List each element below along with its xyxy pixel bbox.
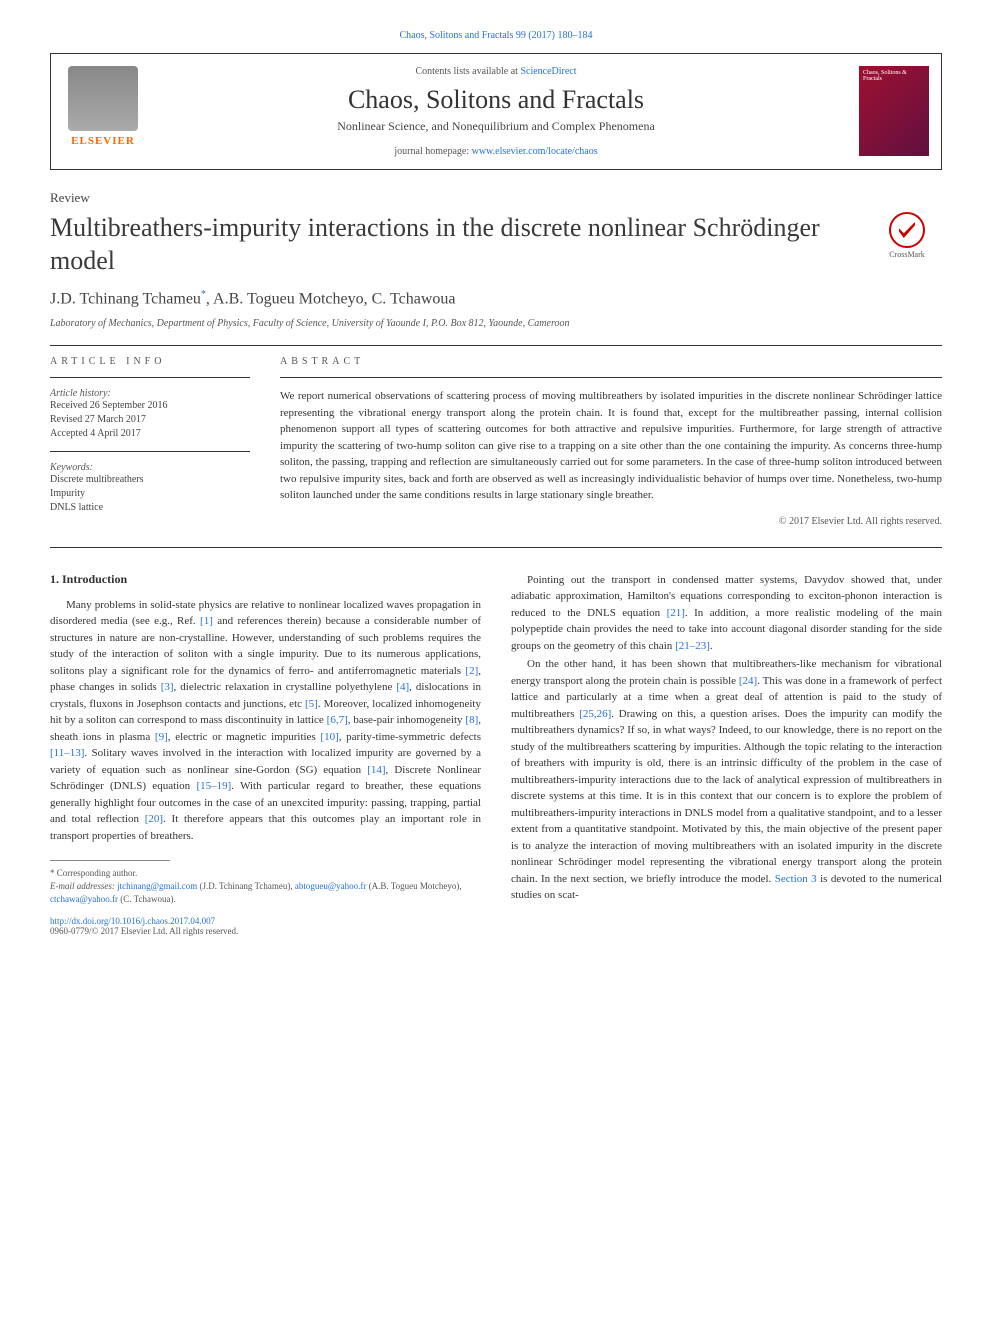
publisher-name: ELSEVIER <box>63 135 143 147</box>
intro-paragraph-3: On the other hand, it has been shown tha… <box>511 656 942 904</box>
intro-paragraph-2: Pointing out the transport in condensed … <box>511 572 942 655</box>
ref-link-21-23[interactable]: [21–23] <box>675 640 710 652</box>
ref-link-9[interactable]: [9] <box>155 731 168 743</box>
contents-prefix: Contents lists available at <box>415 66 520 77</box>
history-label: Article history: <box>50 388 250 399</box>
issn-copyright: 0960-0779/© 2017 Elsevier Ltd. All right… <box>50 926 942 936</box>
journal-cover-text: Chaos, Solitons & Fractals <box>859 66 929 86</box>
contents-line: Contents lists available at ScienceDirec… <box>163 66 829 77</box>
journal-subtitle: Nonlinear Science, and Nonequilibrium an… <box>163 119 829 134</box>
abstract-heading: ABSTRACT <box>280 356 942 367</box>
keywords-label: Keywords: <box>50 462 250 473</box>
article-info-sidebar: ARTICLE INFO Article history: Received 2… <box>50 356 250 527</box>
journal-homepage: journal homepage: www.elsevier.com/locat… <box>163 146 829 157</box>
ref-link-11-13[interactable]: [11–13] <box>50 747 84 759</box>
crossmark-icon <box>889 212 925 248</box>
revised-date: Revised 27 March 2017 <box>50 413 250 427</box>
email-addresses: E-mail addresses: jtchinang@gmail.com (J… <box>50 880 481 905</box>
ref-link-4[interactable]: [4] <box>396 681 409 693</box>
divider <box>50 345 942 346</box>
divider <box>50 377 250 378</box>
article-info-heading: ARTICLE INFO <box>50 356 250 367</box>
intro-paragraph-1: Many problems in solid-state physics are… <box>50 597 481 845</box>
abstract-text: We report numerical observations of scat… <box>280 388 942 504</box>
section-1-heading: 1. Introduction <box>50 572 481 587</box>
ref-link-2[interactable]: [2] <box>465 665 478 677</box>
publisher-logo: ELSEVIER <box>63 66 143 156</box>
ref-link-10[interactable]: [10] <box>320 731 338 743</box>
ref-link-5[interactable]: [5] <box>305 698 318 710</box>
ref-link-25-26[interactable]: [25,26] <box>579 708 611 720</box>
doi-link[interactable]: http://dx.doi.org/10.1016/j.chaos.2017.0… <box>50 916 942 926</box>
body-column-right: Pointing out the transport in condensed … <box>511 572 942 906</box>
ref-link-3[interactable]: [3] <box>161 681 174 693</box>
crossmark-label: CrossMark <box>889 250 925 259</box>
keyword-2: Impurity <box>50 487 250 501</box>
ref-link-21[interactable]: [21] <box>667 607 685 619</box>
keyword-3: DNLS lattice <box>50 501 250 515</box>
sciencedirect-link[interactable]: ScienceDirect <box>520 66 576 77</box>
ref-link-1[interactable]: [1] <box>200 615 213 627</box>
crossmark-badge[interactable]: CrossMark <box>872 212 942 262</box>
divider <box>50 451 250 452</box>
header-citation[interactable]: Chaos, Solitons and Fractals 99 (2017) 1… <box>50 30 942 41</box>
article-type: Review <box>50 190 942 206</box>
footnote-separator <box>50 860 170 861</box>
email-link-1[interactable]: jtchinang@gmail.com <box>117 881 197 891</box>
ref-link-15-19[interactable]: [15–19] <box>196 780 231 792</box>
journal-name: Chaos, Solitons and Fractals <box>163 85 829 115</box>
authors-rest: , A.B. Togueu Motcheyo, C. Tchawoua <box>206 290 456 307</box>
homepage-link[interactable]: www.elsevier.com/locate/chaos <box>472 146 598 157</box>
section-3-link[interactable]: Section 3 <box>775 873 817 885</box>
journal-header-box: ELSEVIER Chaos, Solitons & Fractals Cont… <box>50 53 942 170</box>
body-column-left: 1. Introduction Many problems in solid-s… <box>50 572 481 906</box>
article-title: Multibreathers-impurity interactions in … <box>50 212 872 277</box>
journal-cover-thumbnail: Chaos, Solitons & Fractals <box>859 66 929 156</box>
copyright-line: © 2017 Elsevier Ltd. All rights reserved… <box>280 516 942 527</box>
email-link-3[interactable]: ctchawa@yahoo.fr <box>50 894 118 904</box>
email-link-2[interactable]: abtogueu@yahoo.fr <box>295 881 367 891</box>
divider <box>50 547 942 548</box>
abstract-section: ABSTRACT We report numerical observation… <box>280 356 942 527</box>
accepted-date: Accepted 4 April 2017 <box>50 427 250 441</box>
affiliation: Laboratory of Mechanics, Department of P… <box>50 318 942 329</box>
elsevier-tree-icon <box>68 66 138 131</box>
author-1: J.D. Tchinang Tchameu <box>50 290 201 307</box>
ref-link-6-7[interactable]: [6,7] <box>327 714 348 726</box>
ref-link-20[interactable]: [20] <box>145 813 163 825</box>
email-label: E-mail addresses: <box>50 881 117 891</box>
ref-link-24[interactable]: [24] <box>739 675 757 687</box>
authors: J.D. Tchinang Tchameu*, A.B. Togueu Motc… <box>50 289 942 308</box>
keyword-1: Discrete multibreathers <box>50 473 250 487</box>
ref-link-14[interactable]: [14] <box>367 764 385 776</box>
ref-link-8[interactable]: [8] <box>465 714 478 726</box>
received-date: Received 26 September 2016 <box>50 399 250 413</box>
homepage-prefix: journal homepage: <box>394 146 471 157</box>
divider <box>280 377 942 378</box>
corresponding-author-note: * Corresponding author. <box>50 867 481 880</box>
